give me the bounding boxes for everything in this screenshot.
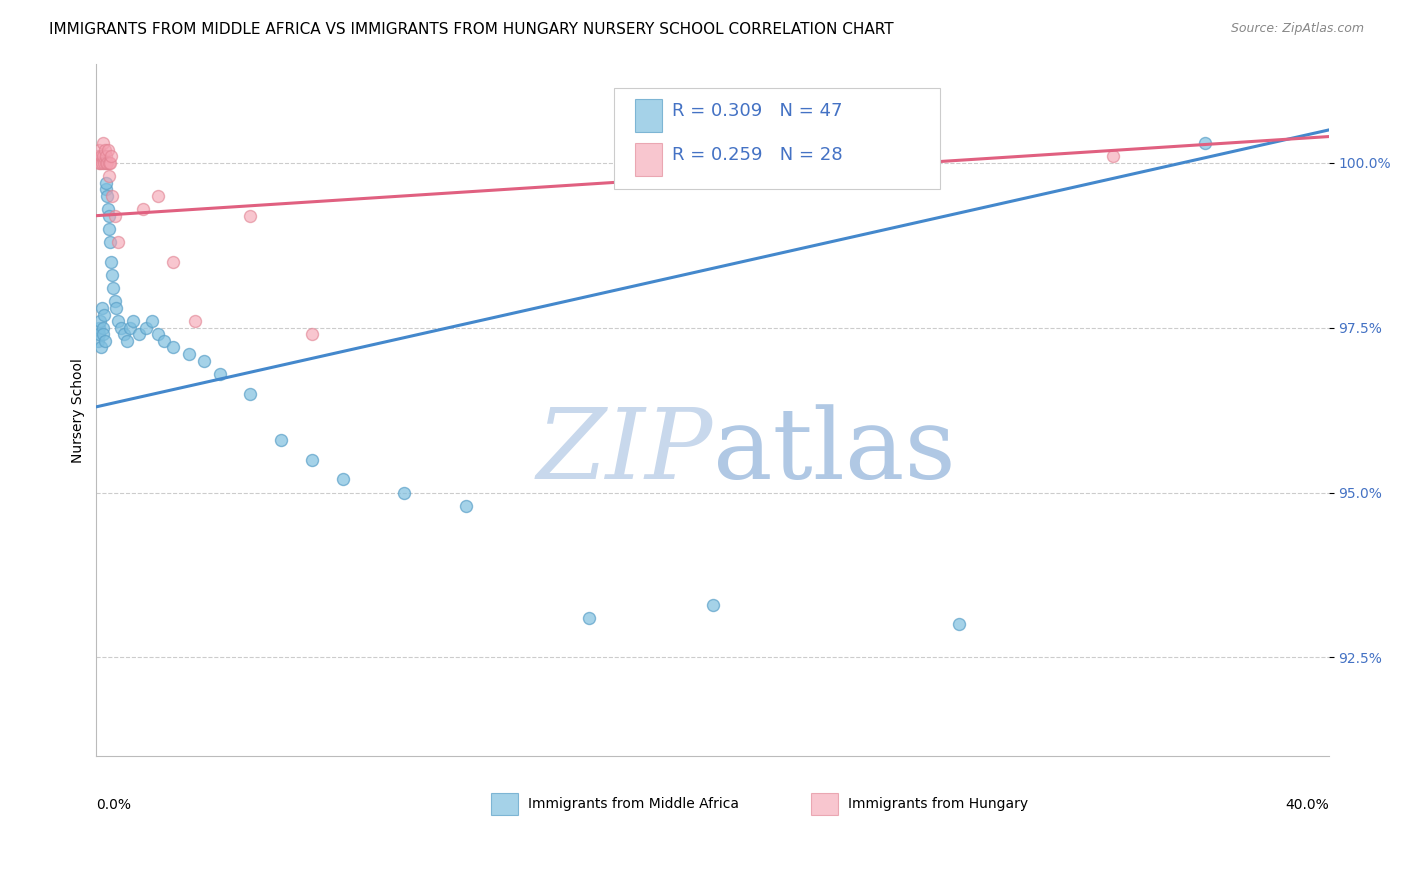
Point bbox=[301, 327, 323, 342]
Point bbox=[105, 301, 128, 315]
Point bbox=[239, 386, 262, 401]
Point bbox=[146, 189, 169, 203]
Text: atlas: atlas bbox=[713, 404, 955, 500]
Point bbox=[153, 334, 176, 348]
Text: 40.0%: 40.0% bbox=[1285, 797, 1329, 812]
Point bbox=[162, 255, 184, 269]
Point bbox=[90, 149, 112, 163]
Point bbox=[122, 314, 145, 328]
Point bbox=[177, 347, 200, 361]
Point bbox=[87, 149, 110, 163]
Text: Source: ZipAtlas.com: Source: ZipAtlas.com bbox=[1230, 22, 1364, 36]
Point bbox=[301, 452, 323, 467]
FancyBboxPatch shape bbox=[614, 88, 941, 188]
Point bbox=[89, 156, 111, 170]
Point bbox=[578, 611, 600, 625]
Text: ZIP: ZIP bbox=[536, 404, 713, 500]
Point bbox=[89, 143, 111, 157]
Point bbox=[120, 320, 142, 334]
Point bbox=[91, 136, 114, 150]
Point bbox=[96, 149, 118, 163]
Point bbox=[94, 143, 117, 157]
Point bbox=[98, 169, 121, 183]
Point bbox=[394, 485, 416, 500]
Point bbox=[91, 320, 114, 334]
Point bbox=[104, 209, 127, 223]
Point bbox=[100, 268, 122, 282]
Text: IMMIGRANTS FROM MIDDLE AFRICA VS IMMIGRANTS FROM HUNGARY NURSERY SCHOOL CORRELAT: IMMIGRANTS FROM MIDDLE AFRICA VS IMMIGRA… bbox=[49, 22, 894, 37]
Point bbox=[107, 235, 129, 249]
Point bbox=[1194, 136, 1216, 150]
Point bbox=[146, 327, 169, 342]
Point bbox=[98, 235, 121, 249]
Point bbox=[93, 308, 115, 322]
FancyBboxPatch shape bbox=[636, 99, 662, 132]
Point bbox=[1102, 149, 1125, 163]
Point bbox=[100, 255, 122, 269]
Point bbox=[97, 156, 120, 170]
Point bbox=[454, 499, 477, 513]
FancyBboxPatch shape bbox=[811, 793, 838, 815]
Point bbox=[184, 314, 207, 328]
Y-axis label: Nursery School: Nursery School bbox=[72, 358, 86, 463]
Point bbox=[87, 334, 110, 348]
Text: R = 0.259   N = 28: R = 0.259 N = 28 bbox=[672, 146, 842, 164]
Point bbox=[702, 598, 724, 612]
Point bbox=[97, 209, 120, 223]
Point bbox=[91, 327, 114, 342]
Point bbox=[93, 156, 115, 170]
Point bbox=[193, 353, 215, 368]
Point bbox=[141, 314, 163, 328]
FancyBboxPatch shape bbox=[491, 793, 517, 815]
Point bbox=[131, 202, 153, 216]
FancyBboxPatch shape bbox=[636, 143, 662, 176]
Point bbox=[90, 341, 112, 355]
Point bbox=[94, 334, 117, 348]
Point bbox=[98, 156, 121, 170]
Point bbox=[90, 301, 112, 315]
Point bbox=[110, 320, 132, 334]
Point bbox=[135, 320, 157, 334]
Text: R = 0.309   N = 47: R = 0.309 N = 47 bbox=[672, 102, 842, 120]
Point bbox=[96, 176, 118, 190]
Point bbox=[96, 189, 118, 203]
Text: 0.0%: 0.0% bbox=[97, 797, 131, 812]
Text: Immigrants from Hungary: Immigrants from Hungary bbox=[848, 797, 1028, 811]
Point bbox=[87, 156, 110, 170]
Point bbox=[208, 367, 231, 381]
Point bbox=[97, 202, 120, 216]
Point bbox=[948, 617, 970, 632]
Point bbox=[332, 472, 354, 486]
Point bbox=[87, 320, 110, 334]
Point bbox=[104, 294, 127, 309]
Point bbox=[103, 281, 125, 295]
Point bbox=[89, 327, 111, 342]
Point bbox=[128, 327, 150, 342]
Point bbox=[97, 143, 120, 157]
Point bbox=[90, 156, 112, 170]
Point bbox=[100, 149, 122, 163]
Point bbox=[239, 209, 262, 223]
Text: Immigrants from Middle Africa: Immigrants from Middle Africa bbox=[527, 797, 738, 811]
Point bbox=[162, 341, 184, 355]
Point bbox=[100, 189, 122, 203]
Point bbox=[91, 149, 114, 163]
Point bbox=[89, 314, 111, 328]
Point bbox=[94, 156, 117, 170]
Point bbox=[270, 433, 292, 447]
Point bbox=[94, 182, 117, 196]
Point bbox=[96, 156, 118, 170]
Point bbox=[107, 314, 129, 328]
Point bbox=[112, 327, 135, 342]
Point bbox=[98, 222, 121, 236]
Point bbox=[115, 334, 138, 348]
